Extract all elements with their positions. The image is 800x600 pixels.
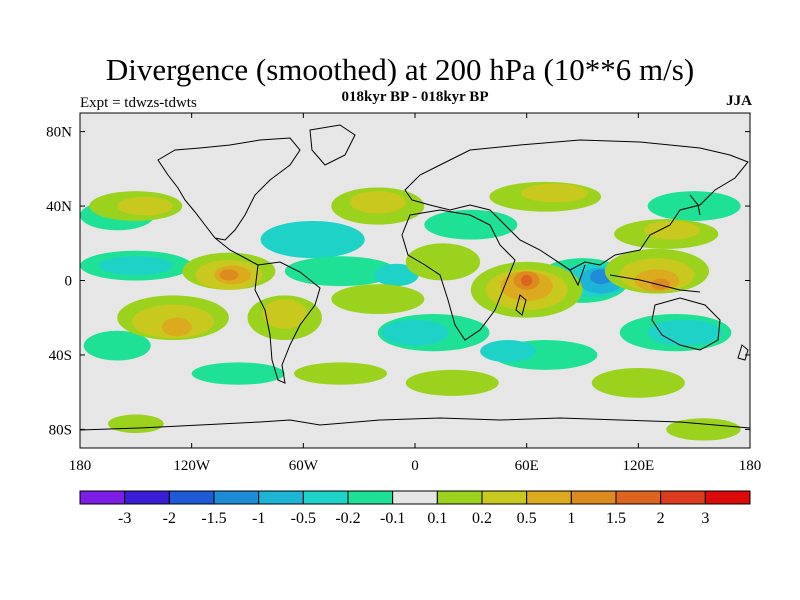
colorbar-label: 2 bbox=[657, 510, 665, 527]
field-region-pos-2-30 bbox=[262, 299, 308, 329]
colorbar-label: 0.1 bbox=[427, 510, 447, 527]
colorbar-swatch bbox=[124, 490, 170, 505]
coastlines bbox=[80, 124, 750, 431]
coastline-antarctica bbox=[80, 417, 750, 431]
colorbar-label: -2 bbox=[163, 510, 176, 527]
coastline-greenland bbox=[309, 124, 356, 166]
lon-tick-label: 180 bbox=[69, 458, 92, 474]
lon-tick-label: 120W bbox=[173, 458, 211, 474]
field-region-pos-4-45 bbox=[651, 278, 670, 290]
lat-tick-label: 40N bbox=[46, 199, 72, 215]
field-region-neg-4-17 bbox=[480, 340, 536, 363]
colorbar-label: 1 bbox=[567, 510, 575, 527]
field-region-pos-1-33 bbox=[331, 284, 425, 314]
field-region-pos-2-21 bbox=[117, 196, 174, 216]
map-subtitle: 018kyr BP - 018kyr BP bbox=[341, 89, 489, 105]
colorbar-label: 0.2 bbox=[472, 510, 492, 527]
colorbar-swatch bbox=[347, 490, 394, 505]
colorbar-swatch bbox=[258, 490, 304, 505]
colorbar-swatch bbox=[436, 490, 483, 505]
field-region-pos-1-34 bbox=[405, 243, 481, 281]
field-region-pos-1-52 bbox=[405, 369, 499, 396]
colorbar-label: 3 bbox=[701, 510, 709, 527]
lon-tick-label: 120E bbox=[622, 458, 654, 474]
field-region-pos-1-48 bbox=[591, 367, 685, 398]
coastline-south-america bbox=[254, 261, 321, 384]
season-label: JJA bbox=[726, 93, 752, 109]
field-region-neg-3-5 bbox=[284, 256, 397, 287]
colorbar-swatch bbox=[660, 490, 706, 505]
colorbar-swatch bbox=[79, 490, 126, 505]
field-region-neg-3-3 bbox=[83, 330, 151, 361]
field-region-neg-4-8 bbox=[381, 319, 449, 346]
field-region-neg-4-2 bbox=[98, 256, 174, 275]
colorbar-swatch bbox=[168, 490, 215, 505]
field-region-pos-1-49 bbox=[666, 418, 741, 441]
lat-tick-label: 80N bbox=[46, 125, 72, 141]
field-region-neg-4-4 bbox=[260, 220, 365, 259]
field-region-pos-1-51 bbox=[294, 362, 388, 385]
field-region-neg-4-15 bbox=[647, 319, 723, 346]
colorbar: -3 -2 -1.5 -1 -0.5 -0.2 -0.1 0.1 0.2 0.5 1 1.5 2 3 bbox=[79, 490, 751, 527]
colorbar-swatch bbox=[704, 490, 751, 505]
lon-tick-label: 60W bbox=[289, 458, 319, 474]
colorbar-label: 0.5 bbox=[517, 510, 537, 527]
colorbar-label: -0.5 bbox=[291, 510, 316, 527]
field-region-neg-3-19 bbox=[191, 362, 285, 385]
colorbar-label: -0.2 bbox=[335, 510, 360, 527]
coastline-north-america bbox=[157, 137, 301, 241]
field-region-pos-2-47 bbox=[643, 220, 700, 240]
colorbar-swatch bbox=[526, 490, 572, 505]
field-region-pos-4-28 bbox=[219, 269, 239, 281]
colorbar-label: -0.1 bbox=[380, 510, 405, 527]
coastline-africa bbox=[401, 209, 516, 341]
colorbar-label: -1 bbox=[252, 510, 265, 527]
field-region-pos-5-39 bbox=[521, 274, 533, 287]
coastline-madagascar bbox=[515, 294, 527, 316]
experiment-label: Expt = tdwzs-tdwts bbox=[80, 95, 197, 111]
field-region-pos-3-24 bbox=[161, 317, 192, 337]
divergence-field bbox=[80, 181, 741, 441]
field-region-pos-1-50 bbox=[107, 414, 164, 434]
field-region-pos-2-32 bbox=[349, 191, 406, 214]
lat-tick-label: 80S bbox=[49, 422, 72, 438]
coastline-central-america bbox=[214, 237, 259, 266]
coastline-indonesia bbox=[609, 274, 701, 293]
colorbar-label: 1.5 bbox=[606, 510, 626, 527]
colorbar-swatch bbox=[213, 490, 260, 505]
colorbar-swatch bbox=[302, 490, 349, 505]
coastline-australia bbox=[651, 297, 721, 351]
field-region-neg-4-6 bbox=[374, 263, 419, 287]
colorbar-label: -1.5 bbox=[201, 510, 226, 527]
lon-tick-label: 0 bbox=[411, 458, 419, 474]
colorbar-swatch bbox=[615, 490, 662, 505]
coastline-new-zealand bbox=[737, 344, 749, 361]
lon-tick-label: 60E bbox=[515, 458, 539, 474]
colorbar-swatch bbox=[481, 490, 528, 505]
field-region-neg-3-9 bbox=[424, 209, 518, 240]
coastline-eurasia bbox=[404, 139, 749, 271]
colorbar-swatch bbox=[570, 490, 617, 505]
map-title: Divergence (smoothed) at 200 hPa (10**6 … bbox=[105, 52, 695, 87]
colorbar-swatch bbox=[392, 490, 438, 505]
map-axes: 80N 40N 0 40S 80S 180 120W 60W 0 60E 120E 180 bbox=[46, 113, 761, 474]
colorbar-label: -3 bbox=[118, 510, 131, 527]
field-region-pos-2-41 bbox=[521, 183, 589, 203]
coastline-japan bbox=[689, 194, 701, 216]
lat-tick-label: 40S bbox=[49, 348, 72, 364]
coastline-india bbox=[554, 259, 586, 287]
lat-tick-label: 0 bbox=[65, 274, 73, 290]
lon-tick-label: 180 bbox=[739, 458, 762, 474]
